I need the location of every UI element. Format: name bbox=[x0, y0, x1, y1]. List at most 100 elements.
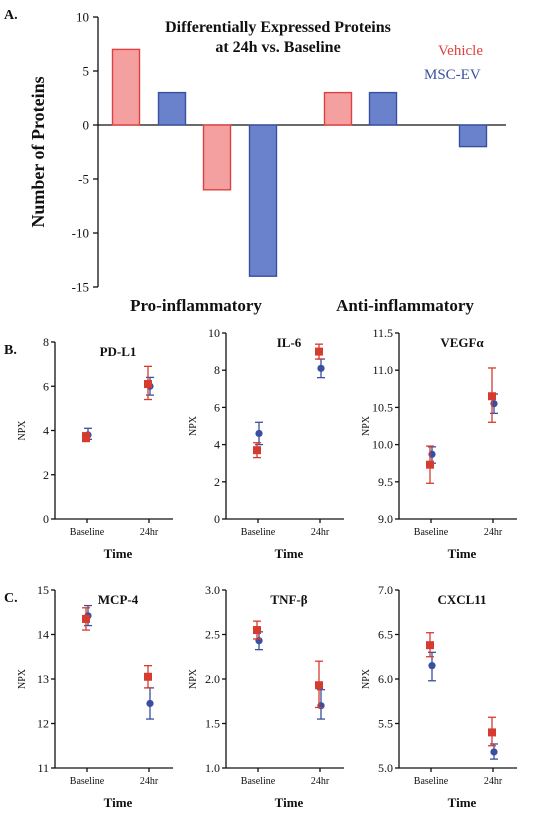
plot-title: CXCL11 bbox=[437, 592, 486, 607]
bar-vehicle bbox=[202, 124, 232, 191]
point-vehicle bbox=[253, 446, 261, 455]
plot-title: TNF-β bbox=[270, 592, 307, 607]
chart-a-y-tick-label: -5 bbox=[78, 172, 89, 187]
chart-a-y-tick-label: 10 bbox=[76, 10, 89, 25]
x-tick-label: Baseline bbox=[414, 527, 449, 538]
point-vehicle bbox=[144, 380, 152, 389]
point-vehicle bbox=[82, 433, 90, 442]
y-tick-label: 2.0 bbox=[205, 672, 220, 686]
y-tick-label: 11 bbox=[37, 761, 49, 775]
y-tick-label: 3.0 bbox=[205, 583, 220, 597]
x-axis-label: Time bbox=[448, 546, 477, 561]
y-tick-label: 1.5 bbox=[205, 717, 220, 731]
x-axis-label: Time bbox=[275, 795, 304, 810]
y-tick-label: 0 bbox=[214, 512, 220, 526]
y-tick-label: 11.0 bbox=[372, 363, 393, 377]
y-axis-label: NPX bbox=[361, 415, 372, 436]
y-tick-label: 7.0 bbox=[378, 583, 393, 597]
y-axis-label: NPX bbox=[17, 668, 28, 689]
y-tick-label: 6 bbox=[43, 379, 49, 393]
point-vehicle bbox=[488, 728, 496, 737]
y-tick-label: 6 bbox=[214, 400, 220, 414]
x-axis-label: Time bbox=[448, 795, 477, 810]
x-tick-label: Baseline bbox=[414, 776, 449, 787]
point-msc-ev bbox=[490, 748, 498, 756]
y-axis-label: NPX bbox=[188, 668, 199, 689]
plot-title: MCP-4 bbox=[98, 592, 139, 607]
y-tick-label: 2.5 bbox=[205, 628, 220, 642]
panel-label-b: B. bbox=[4, 343, 17, 358]
y-tick-label: 11.5 bbox=[372, 326, 393, 340]
panel-label-a: A. bbox=[4, 8, 18, 23]
plot-cxcl11: 5.0 5.5 6.0 6.5 7.0 Baseline 24hr CXCL11 Time NPX bbox=[361, 583, 517, 810]
point-msc-ev bbox=[317, 364, 325, 372]
y-axis-label: NPX bbox=[361, 668, 372, 689]
chart-a-y-tick-label: 0 bbox=[83, 118, 90, 133]
y-tick-label: 5.0 bbox=[378, 761, 393, 775]
plot-il-6: 0 2 4 6 8 10 Baseline 24hr IL-6 Time NPX bbox=[188, 326, 344, 561]
y-tick-label: 9.5 bbox=[378, 475, 393, 489]
bar-vehicle bbox=[323, 91, 353, 126]
y-tick-label: 8 bbox=[214, 363, 220, 377]
y-tick-label: 0 bbox=[43, 512, 49, 526]
x-axis-label: Time bbox=[104, 795, 133, 810]
y-tick-label: 2 bbox=[214, 475, 220, 489]
legend-msc-ev: MSC-EV bbox=[424, 67, 481, 83]
chart-a-title-line-2: at 24h vs. Baseline bbox=[215, 39, 340, 56]
bar-msc-ev bbox=[368, 91, 398, 126]
chart-a-y-tick-label: -10 bbox=[72, 226, 89, 241]
plot-mcp-4: 11 12 13 14 15 Baseline 24hr MCP-4 Time NPX bbox=[17, 583, 173, 810]
chart-a-title-line-1: Differentially Expressed Proteins bbox=[165, 19, 391, 36]
point-vehicle bbox=[426, 641, 434, 650]
plot-title: VEGFα bbox=[440, 335, 484, 350]
y-tick-label: 13 bbox=[37, 672, 49, 686]
x-tick-label: Baseline bbox=[241, 776, 276, 787]
x-tick-label: 24hr bbox=[484, 776, 503, 787]
x-tick-label: Baseline bbox=[70, 776, 105, 787]
y-tick-label: 1.0 bbox=[205, 761, 220, 775]
y-tick-label: 2 bbox=[43, 468, 49, 482]
point-vehicle bbox=[315, 347, 323, 356]
y-tick-label: 10.5 bbox=[372, 400, 393, 414]
point-msc-ev bbox=[428, 662, 436, 670]
y-tick-label: 12 bbox=[37, 717, 49, 731]
x-tick-label: 24hr bbox=[140, 776, 159, 787]
panel-label-c: C. bbox=[4, 591, 18, 606]
point-msc-ev bbox=[146, 699, 154, 708]
x-axis-label: Time bbox=[275, 546, 304, 561]
y-tick-label: 5.5 bbox=[378, 717, 393, 731]
y-tick-label: 6.5 bbox=[378, 628, 393, 642]
bar-msc-ev bbox=[248, 124, 278, 277]
x-axis-label: Time bbox=[104, 546, 133, 561]
y-tick-label: 9.0 bbox=[378, 512, 393, 526]
chart-a-y-tick-label: 5 bbox=[83, 64, 90, 79]
x-tick-label: 24hr bbox=[311, 527, 330, 538]
plot-title: IL-6 bbox=[277, 335, 302, 350]
y-tick-label: 10 bbox=[208, 326, 220, 340]
y-axis-label: NPX bbox=[188, 415, 199, 436]
y-tick-label: 10.0 bbox=[372, 438, 393, 452]
legend-vehicle: Vehicle bbox=[438, 43, 483, 59]
y-tick-label: 6.0 bbox=[378, 672, 393, 686]
point-vehicle bbox=[488, 392, 496, 401]
point-vehicle bbox=[426, 460, 434, 469]
group-label-pro-inflammatory: Pro-inflammatory bbox=[130, 296, 262, 315]
npx-plots: 0 2 4 6 8 Baseline 24hr PD-L1 Time NPX 0 2 4 6 8 10 Base… bbox=[17, 326, 517, 810]
point-vehicle bbox=[253, 626, 261, 635]
bar-vehicle bbox=[111, 48, 141, 126]
point-vehicle bbox=[315, 681, 323, 690]
x-tick-label: Baseline bbox=[70, 527, 105, 538]
bar-msc-ev bbox=[458, 124, 488, 148]
point-vehicle bbox=[82, 614, 90, 623]
group-label-anti-inflammatory: Anti-inflammatory bbox=[336, 296, 474, 315]
y-tick-label: 14 bbox=[37, 628, 49, 642]
plot-title: PD-L1 bbox=[100, 344, 137, 359]
chart-a-y-tick-label: -15 bbox=[72, 280, 89, 295]
plot-pd-l1: 0 2 4 6 8 Baseline 24hr PD-L1 Time NPX bbox=[17, 335, 173, 561]
y-tick-label: 4 bbox=[43, 424, 49, 438]
x-tick-label: Baseline bbox=[241, 527, 276, 538]
y-tick-label: 4 bbox=[214, 438, 220, 452]
y-tick-label: 8 bbox=[43, 335, 49, 349]
bar-msc-ev bbox=[157, 91, 187, 126]
